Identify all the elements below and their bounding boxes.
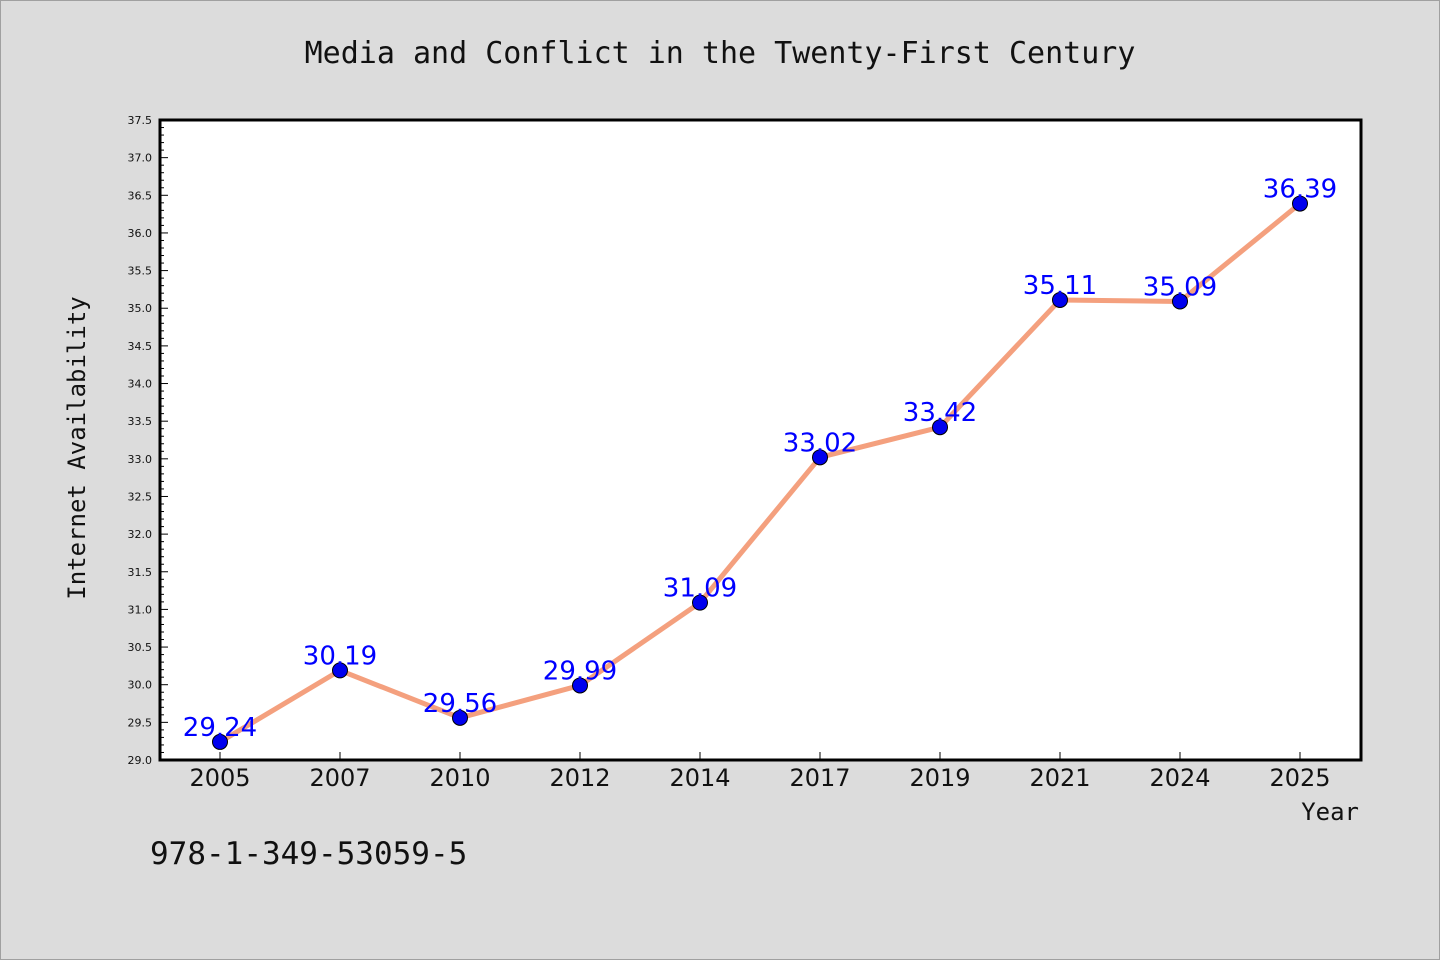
y-tick-label: 36.5 xyxy=(128,189,153,202)
x-tick-label: 2012 xyxy=(549,764,610,792)
x-tick-label: 2017 xyxy=(789,764,850,792)
y-tick-label: 35.5 xyxy=(128,265,153,278)
y-tick-label: 31.0 xyxy=(128,603,153,616)
x-tick-label: 2007 xyxy=(309,764,370,792)
data-label: 36.39 xyxy=(1263,175,1337,205)
y-tick-label: 29.0 xyxy=(128,754,153,767)
data-label: 33.02 xyxy=(783,428,857,458)
y-axis-ticks: 29.0 29.5 30.0 30.5 31.0 31.5 32.0 32.5 33.0 33.5… xyxy=(128,114,168,767)
data-label: 33.42 xyxy=(903,398,977,428)
y-tick-label: 37.0 xyxy=(128,152,153,165)
data-point xyxy=(1172,293,1188,310)
data-point xyxy=(212,733,228,750)
y-tick-label: 37.5 xyxy=(128,114,153,127)
x-tick-label: 2014 xyxy=(669,764,730,792)
data-point xyxy=(692,594,708,611)
x-tick-label: 2021 xyxy=(1029,764,1090,792)
x-tick-label: 2005 xyxy=(189,764,250,792)
x-tick-label: 2010 xyxy=(429,764,490,792)
y-tick-label: 30.0 xyxy=(128,679,153,692)
x-tick-label: 2025 xyxy=(1269,764,1330,792)
plot-border xyxy=(158,118,1363,762)
x-tick-label: 2024 xyxy=(1149,764,1210,792)
data-label: 35.11 xyxy=(1023,271,1097,301)
x-tick-label: 2019 xyxy=(909,764,970,792)
data-label: 31.09 xyxy=(663,574,737,604)
y-tick-label: 33.0 xyxy=(128,453,153,466)
data-label: 29.56 xyxy=(423,689,497,719)
data-point xyxy=(332,662,348,679)
y-tick-label: 30.5 xyxy=(128,641,153,654)
y-tick-label: 36.0 xyxy=(128,227,153,240)
isbn-text: 978-1-349-53059-5 xyxy=(150,836,467,872)
data-labels: 29.24 30.19 29.56 29.99 31.09 33.02 33.42 35.11… xyxy=(183,175,1337,743)
data-point xyxy=(1292,195,1308,212)
data-point xyxy=(452,709,468,726)
plot-area xyxy=(160,120,1361,760)
x-axis-label: Year xyxy=(1301,798,1359,826)
data-point xyxy=(932,419,948,436)
y-axis-label: Internet Availability xyxy=(63,296,91,599)
series-markers xyxy=(212,195,1308,750)
x-axis-ticks: 2005 2007 2010 2012 2014 2017 2019 2021 2024 2025 xyxy=(189,752,1331,792)
y-tick-label: 31.5 xyxy=(128,566,153,579)
chart-title: Media and Conflict in the Twenty-First C… xyxy=(305,36,1136,71)
data-label: 30.19 xyxy=(303,641,377,671)
y-tick-label: 34.0 xyxy=(128,378,153,391)
y-tick-label: 29.5 xyxy=(128,716,153,729)
data-point xyxy=(1052,291,1068,308)
y-tick-label: 32.5 xyxy=(128,490,153,503)
data-label: 35.09 xyxy=(1143,272,1217,302)
data-point xyxy=(572,677,588,694)
y-tick-label: 33.5 xyxy=(128,415,153,428)
y-tick-label: 34.5 xyxy=(128,340,153,353)
data-point xyxy=(812,449,828,466)
y-tick-label: 35.0 xyxy=(128,302,153,315)
y-tick-label: 32.0 xyxy=(128,528,153,541)
data-label: 29.24 xyxy=(183,713,257,743)
series-line xyxy=(218,201,1302,745)
data-label: 29.99 xyxy=(543,656,617,686)
